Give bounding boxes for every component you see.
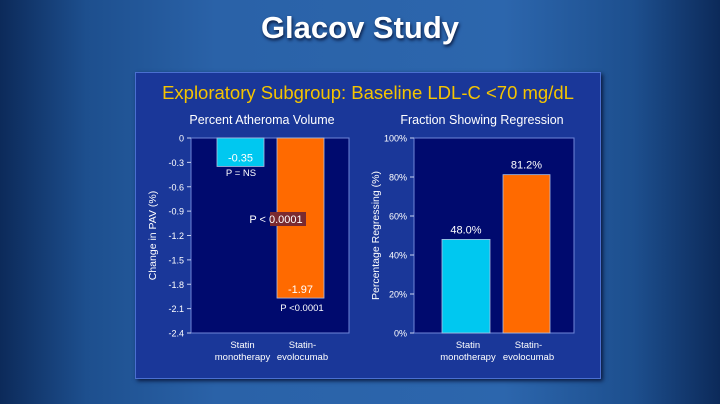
category-label: evolocumab [277, 352, 328, 363]
p-value-highlight [270, 212, 306, 226]
category-label: monotherapy [440, 352, 496, 363]
slide-subtitle: Exploratory Subgroup: Baseline LDL-C <70… [162, 82, 574, 103]
category-label: monotherapy [215, 352, 271, 363]
category-label: Statin- [289, 340, 316, 351]
category-label: Statin [456, 340, 480, 351]
category-label: evolocumab [503, 352, 554, 363]
y-tick-label: -2.1 [168, 304, 184, 314]
y-tick-label: 60% [389, 212, 407, 222]
y-axis-label: Percentage Regressing (%) [370, 171, 382, 300]
bar-statin-evolocumab [502, 174, 551, 334]
plot-area [190, 137, 350, 334]
y-tick-label: 0 [179, 134, 184, 144]
y-tick-label: -0.9 [168, 207, 184, 217]
p-value-statin: P = NS [226, 168, 256, 179]
y-tick-label: 100% [384, 134, 407, 144]
category-label: Statin [230, 340, 254, 351]
data-label: 48.0% [450, 224, 481, 236]
chart-title: Percent Atheroma Volume [189, 113, 334, 127]
y-axis-label: Change in PAV (%) [147, 191, 159, 281]
y-tick-label: -0.3 [168, 158, 184, 168]
p-value-comparison: P < 0.0001 [249, 214, 302, 226]
data-label: 81.2% [511, 160, 542, 172]
y-tick-label: 40% [389, 251, 407, 261]
y-tick-label: 0% [394, 329, 407, 339]
slide-title: Glacov Study [260, 10, 460, 45]
y-tick-label: 80% [389, 173, 407, 183]
y-tick-label: -1.5 [168, 255, 184, 265]
chart-title: Fraction Showing Regression [400, 113, 563, 127]
y-tick-label: -1.8 [168, 280, 184, 290]
category-label: Statin- [515, 340, 542, 351]
data-label: -0.35 [228, 152, 253, 164]
p-value-evolocumab: P <0.0001 [280, 303, 323, 314]
y-tick-label: -2.4 [168, 329, 184, 339]
y-tick-label: 20% [389, 290, 407, 300]
data-label: -1.97 [288, 284, 313, 296]
y-tick-label: -1.2 [168, 231, 184, 241]
bar-statin-monotherapy [216, 137, 265, 167]
bar-statin-monotherapy [441, 238, 491, 334]
y-tick-label: -0.6 [168, 182, 184, 192]
